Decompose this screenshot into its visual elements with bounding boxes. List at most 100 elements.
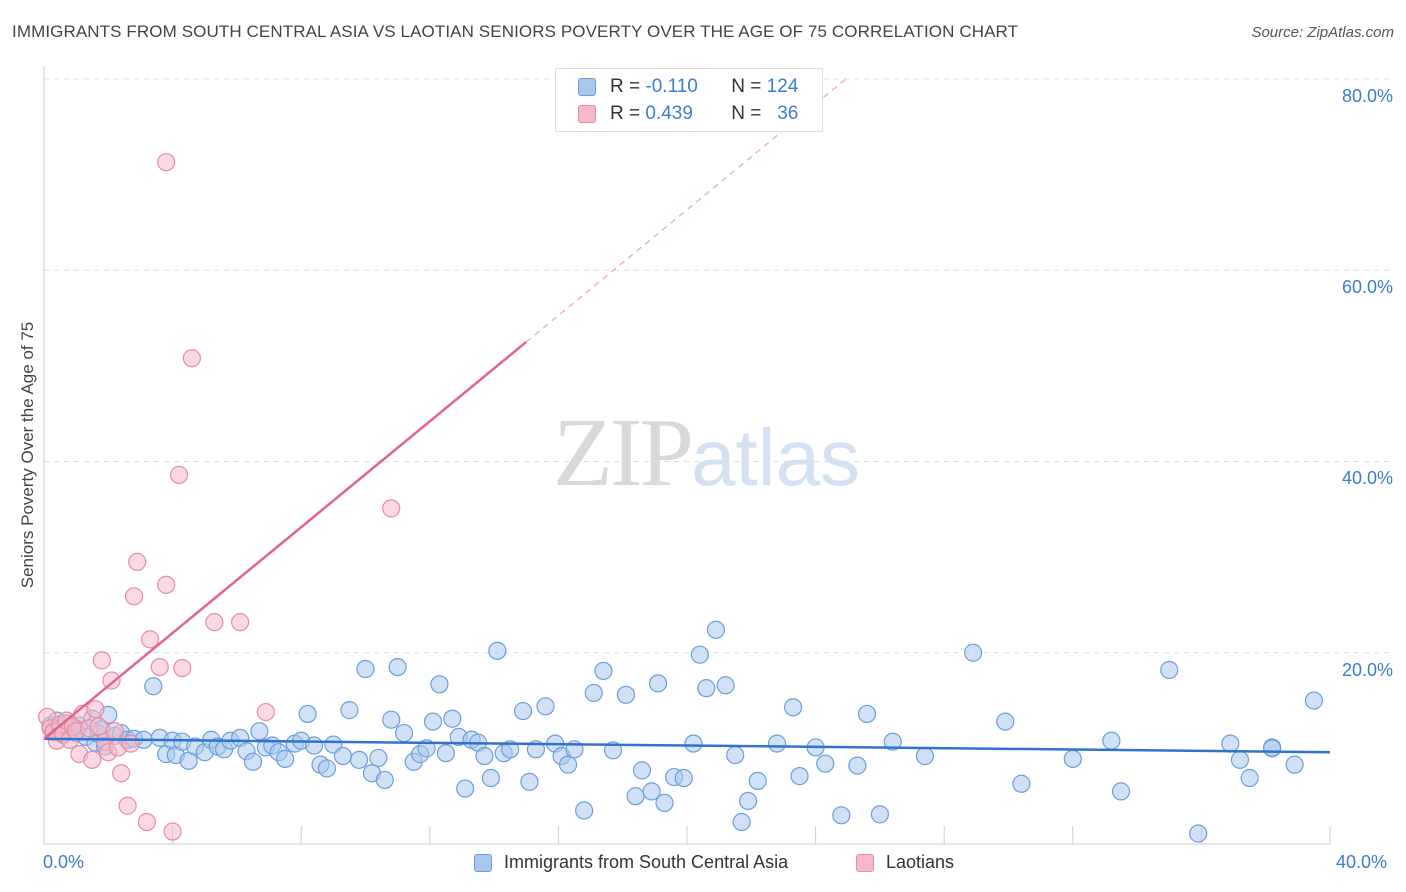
data-point-south-central-asia: [655, 793, 674, 812]
chart-title: IMMIGRANTS FROM SOUTH CENTRAL ASIA VS LA…: [12, 22, 1019, 41]
data-point-laotians: [105, 722, 124, 741]
data-point-laotians: [86, 700, 105, 719]
data-point-south-central-asia: [1304, 691, 1324, 710]
data-point-south-central-asia: [513, 701, 533, 721]
data-point-south-central-asia: [690, 645, 709, 664]
data-point-south-central-asia: [1111, 782, 1131, 801]
data-point-south-central-asia: [594, 661, 613, 681]
data-point-laotians: [102, 671, 121, 690]
data-point-south-central-asia: [716, 676, 735, 695]
watermark-zip: ZIP: [553, 399, 694, 507]
data-point-south-central-asia: [276, 749, 295, 768]
legend-n-label: N =: [731, 103, 762, 124]
data-point-south-central-asia: [536, 697, 555, 716]
data-point-south-central-asia: [144, 677, 163, 696]
data-point-south-central-asia: [738, 791, 758, 811]
y-tick-20: 20.0%: [1341, 660, 1393, 680]
data-point-south-central-asia: [394, 723, 414, 743]
data-point-south-central-asia: [603, 741, 623, 760]
legend-swatch-pink: [578, 105, 596, 123]
data-point-south-central-asia: [832, 806, 851, 825]
data-point-south-central-asia: [417, 739, 436, 758]
data-point-south-central-asia: [857, 704, 877, 724]
legend-n-value: 124: [766, 76, 799, 97]
data-point-south-central-asia: [697, 679, 716, 698]
data-point-south-central-asia: [684, 734, 703, 753]
data-point-south-central-asia: [748, 771, 767, 790]
data-point-south-central-asia: [304, 736, 324, 755]
data-point-south-central-asia: [706, 620, 726, 639]
data-point-laotians: [173, 658, 192, 678]
correlation-legend: R = -0.110 N = 124 R = 0.439 N = 36: [555, 68, 823, 132]
data-point-south-central-asia: [443, 709, 462, 728]
data-point-south-central-asia: [430, 675, 449, 694]
data-point-laotians: [182, 349, 201, 368]
data-point-south-central-asia: [1285, 755, 1304, 774]
data-point-south-central-asia: [1230, 750, 1250, 769]
legend-n-label: N =: [731, 76, 762, 97]
data-point-laotians: [150, 657, 169, 677]
data-point-south-central-asia: [298, 704, 317, 724]
data-point-south-central-asia: [423, 712, 443, 731]
data-point-south-central-asia: [1012, 774, 1031, 793]
data-point-south-central-asia: [870, 805, 890, 824]
data-point-south-central-asia: [626, 787, 645, 806]
data-point-south-central-asia: [964, 643, 983, 662]
data-point-south-central-asia: [243, 752, 263, 771]
data-point-south-central-asia: [996, 712, 1015, 731]
data-point-laotians: [205, 613, 224, 632]
legend-r-label: R =: [610, 76, 641, 97]
data-point-south-central-asia: [767, 734, 787, 753]
legend-item-south-central-asia: Immigrants from South Central Asia: [474, 852, 788, 873]
data-point-laotians: [231, 613, 250, 632]
trendline-laotians: [43, 341, 528, 740]
data-point-south-central-asia: [732, 812, 751, 832]
legend-label-south-central-asia: Immigrants from South Central Asia: [504, 852, 789, 872]
y-tick-60: 60.0%: [1341, 277, 1393, 297]
data-point-south-central-asia: [349, 750, 369, 769]
watermark-atlas: atlas: [691, 413, 860, 502]
data-point-laotians: [157, 575, 176, 594]
legend-swatch-pink: [856, 853, 874, 872]
data-point-south-central-asia: [558, 755, 578, 774]
legend-r-value: 0.439: [645, 103, 693, 124]
legend-r-value: -0.110: [645, 76, 698, 97]
data-point-south-central-asia: [674, 768, 693, 788]
data-point-laotians: [83, 750, 102, 769]
data-point-laotians: [112, 764, 131, 783]
data-point-laotians: [124, 587, 144, 606]
data-point-laotians: [382, 499, 401, 518]
x-tick-40: 40.0%: [1336, 852, 1388, 872]
data-point-laotians: [157, 153, 176, 172]
data-point-laotians: [128, 552, 147, 572]
data-point-south-central-asia: [1160, 660, 1179, 680]
data-point-south-central-asia: [340, 701, 359, 720]
data-point-laotians: [163, 822, 182, 841]
x-tick-0: 0.0%: [43, 852, 85, 872]
legend-label-laotians: Laotians: [886, 852, 955, 872]
data-point-south-central-asia: [648, 674, 668, 693]
data-point-south-central-asia: [488, 641, 507, 660]
data-point-south-central-asia: [1063, 749, 1082, 768]
data-point-south-central-asia: [356, 659, 375, 679]
data-point-south-central-asia: [848, 756, 867, 775]
y-tick-40: 40.0%: [1341, 468, 1393, 488]
data-point-south-central-asia: [456, 779, 475, 798]
legend-n-value: 36: [777, 103, 799, 124]
data-point-laotians: [92, 651, 111, 670]
data-point-south-central-asia: [1221, 734, 1240, 753]
data-point-south-central-asia: [616, 685, 636, 704]
data-point-south-central-asia: [1189, 824, 1208, 843]
legend-row-pink: R = 0.439 N = 36: [578, 101, 798, 127]
legend-item-laotians: Laotians: [856, 852, 954, 873]
data-point-laotians: [256, 702, 275, 722]
data-point-south-central-asia: [1102, 731, 1121, 750]
data-point-south-central-asia: [317, 759, 337, 778]
trendline-south-central-asia: [43, 737, 1331, 754]
data-point-south-central-asia: [1263, 739, 1282, 758]
data-point-south-central-asia: [783, 698, 803, 717]
data-point-laotians: [89, 717, 108, 736]
data-point-south-central-asia: [520, 772, 539, 791]
data-point-south-central-asia: [915, 746, 935, 766]
y-axis-label: Seniors Poverty Over the Age of 75: [18, 321, 37, 589]
